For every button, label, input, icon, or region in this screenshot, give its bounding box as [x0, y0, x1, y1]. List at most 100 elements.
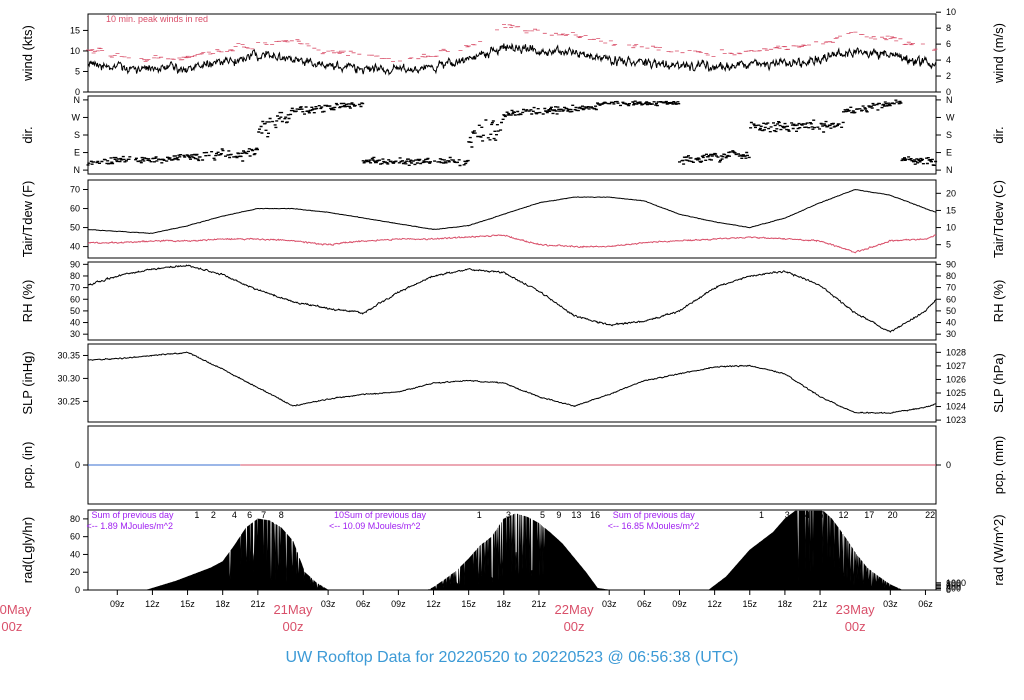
time-axis-tick-label: 09z [110, 599, 125, 609]
radiation-top-mark: 2 [211, 510, 216, 520]
temp-right-tick-label: 20 [946, 188, 956, 198]
time-axis-tick-label: 09z [391, 599, 406, 609]
day-label-date: 21May [273, 602, 313, 617]
radiation-top-mark: 1 [759, 510, 764, 520]
slp-right-tick-label: 1028 [946, 347, 966, 357]
wind-annotation: 10 min. peak winds in red [106, 14, 208, 24]
chart-title: UW Rooftop Data for 20220520 to 20220523… [285, 649, 739, 666]
pcp-ylabel-left: pcp. (in) [20, 442, 35, 489]
rad-ylabel-right: rad (W/m^2) [991, 514, 1006, 585]
time-axis-tick-label: 21z [251, 599, 266, 609]
time-axis-tick-label: 12z [707, 599, 722, 609]
wind-peak-series [86, 24, 938, 62]
radiation-top-mark: 8 [279, 510, 284, 520]
slp-frame [87, 343, 937, 423]
radiation-top-mark: 3 [506, 510, 511, 520]
rad-left-tick-label: 40 [70, 549, 80, 559]
rh-right-tick-label: 30 [946, 329, 956, 339]
time-axis-tick-label: 21z [532, 599, 547, 609]
rh-right-tick-label: 40 [946, 318, 956, 328]
day-label-hour: 00z [564, 619, 585, 634]
time-axis-tick-label: 15z [180, 599, 195, 609]
dir-left-tick-label: N [74, 165, 81, 175]
slp-left-tick-label: 30.30 [57, 373, 80, 383]
radiation-top-mark: 1 [477, 510, 482, 520]
time-axis-tick-label: 15z [743, 599, 758, 609]
dir-left-tick-label: W [72, 112, 81, 122]
wind-right-tick-label: 10 [946, 7, 956, 17]
wind-left-tick-label: 10 [70, 46, 80, 56]
rad-left-tick-label: 20 [70, 567, 80, 577]
temp-left-tick-label: 50 [70, 223, 80, 233]
dir-right-tick-label: N [946, 165, 953, 175]
time-axis-tick-label: 03z [321, 599, 336, 609]
time-axis-tick-label: 03z [883, 599, 898, 609]
slp-right-tick-label: 1024 [946, 402, 966, 412]
day-label-date: 22May [555, 602, 595, 617]
wind-left-tick-label: 0 [75, 87, 80, 97]
radiation-top-mark: 1 [194, 510, 199, 520]
slp-left-tick-label: 30.35 [57, 350, 80, 360]
radiation-top-mark: 3 [785, 510, 790, 520]
slp-right-tick-label: 1026 [946, 374, 966, 384]
rh-left-tick-label: 90 [70, 259, 80, 269]
rh-ylabel-left: RH (%) [20, 280, 35, 323]
rh-left-tick-label: 70 [70, 283, 80, 293]
radiation-annotation-line1: Sum of previous day [613, 510, 696, 520]
rad-ylabel-left: rad(Lgly/hr) [20, 517, 35, 583]
rh-left-tick-label: 50 [70, 306, 80, 316]
rad-right-tick-label: 600 [946, 581, 961, 591]
temp-frame [87, 179, 937, 259]
temp-right-tick-label: 10 [946, 223, 956, 233]
wind-right-tick-label: 4 [946, 55, 951, 65]
rh-left-tick-label: 40 [70, 318, 80, 328]
slp-right-tick-label: 1023 [946, 415, 966, 425]
dir-left-tick-label: N [74, 95, 81, 105]
slp-right-tick-label: 1027 [946, 361, 966, 371]
day-label-hour: 00z [282, 619, 303, 634]
time-axis-tick-label: 12z [426, 599, 441, 609]
dir-right-tick-label: E [946, 148, 952, 158]
dir-right-tick-label: N [946, 95, 953, 105]
temp-ylabel-right: Tair/Tdew (C) [991, 180, 1006, 258]
radiation-top-mark: 9 [556, 510, 561, 520]
wind-frame [87, 13, 937, 93]
time-axis-tick-label: 18z [778, 599, 793, 609]
rad-left-tick-label: 60 [70, 532, 80, 542]
radiation-annotation-line2: <-- 10.09 MJoules/m^2 [329, 521, 421, 531]
dir-frame [87, 95, 937, 175]
time-axis-tick-label: 12z [145, 599, 160, 609]
radiation-top-mark: 7 [820, 510, 825, 520]
wind-left-tick-label: 15 [70, 25, 80, 35]
radiation-top-mark: 4 [805, 510, 810, 520]
radiation-annotation-line1: Sum of previous day [92, 510, 175, 520]
wind-left-tick-label: 5 [75, 66, 80, 76]
rh-right-tick-label: 50 [946, 306, 956, 316]
radiation-top-mark: 13 [571, 510, 581, 520]
slp-right-tick-label: 1025 [946, 388, 966, 398]
time-axis-tick-label: 09z [672, 599, 687, 609]
dir-left-tick-label: S [74, 130, 80, 140]
temp-right-tick-label: 15 [946, 205, 956, 215]
rh-right-tick-label: 90 [946, 259, 956, 269]
day-label-hour: 00z [845, 619, 866, 634]
rad-left-tick-label: 80 [70, 514, 80, 524]
wind-right-tick-label: 0 [946, 87, 951, 97]
dir-right-tick-label: S [946, 130, 952, 140]
rh-ylabel-right: RH (%) [991, 280, 1006, 323]
wind-right-tick-label: 8 [946, 23, 951, 33]
rh-frame [87, 261, 937, 341]
rad-right-tick-label: 0 [946, 585, 951, 595]
radiation-annotation-line2: <-- 1.89 MJoules/m^2 [87, 521, 174, 531]
radiation-day-3-area [707, 510, 903, 591]
day-label-date: 23May [836, 602, 876, 617]
radiation-top-mark: 20 [888, 510, 898, 520]
time-axis-tick-label: 18z [215, 599, 230, 609]
radiation-top-mark: 6 [247, 510, 252, 520]
radiation-day-2-area [427, 513, 610, 591]
wind-direction-marks [86, 99, 938, 167]
dir-right-tick-label: W [946, 112, 955, 122]
rh-series [87, 264, 937, 333]
temp-left-tick-label: 60 [70, 204, 80, 214]
